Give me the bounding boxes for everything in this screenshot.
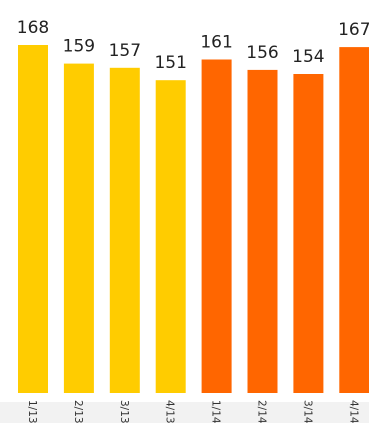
bottom-band [0, 402, 369, 423]
x-tick-label: 3/14 [301, 400, 313, 423]
x-tick-label: 2/13 [72, 400, 84, 423]
value-label: 168 [17, 18, 49, 38]
value-label: 161 [200, 33, 232, 53]
tick-labels-group: 1/13 2/13 3/13 4/13 1/14 2/14 3/14 4/14 [26, 400, 359, 423]
x-tick-label: 1/13 [26, 400, 38, 423]
bar-4-14 [339, 47, 369, 393]
value-labels-group: 168 159 157 151 161 156 154 167 [17, 18, 369, 73]
bar-3-14 [293, 74, 324, 393]
value-label: 151 [154, 53, 186, 73]
x-tick-label: 4/13 [164, 400, 176, 423]
value-label: 157 [109, 41, 141, 61]
x-tick-label: 1/14 [210, 400, 222, 423]
bar-2-14 [247, 69, 278, 394]
bar-3-13 [109, 67, 140, 394]
value-label: 154 [292, 47, 324, 67]
value-label: 167 [338, 20, 369, 40]
bars-group [18, 45, 369, 394]
bar-1-13 [18, 45, 48, 393]
bar-1-14 [201, 59, 232, 393]
value-label: 159 [63, 37, 95, 57]
value-label: 156 [246, 43, 278, 63]
x-tick-label: 2/14 [256, 400, 268, 423]
x-tick-label: 3/13 [118, 400, 130, 423]
bar-4-13 [155, 80, 186, 393]
bar-2-13 [63, 63, 94, 393]
x-tick-label: 4/14 [347, 400, 359, 423]
